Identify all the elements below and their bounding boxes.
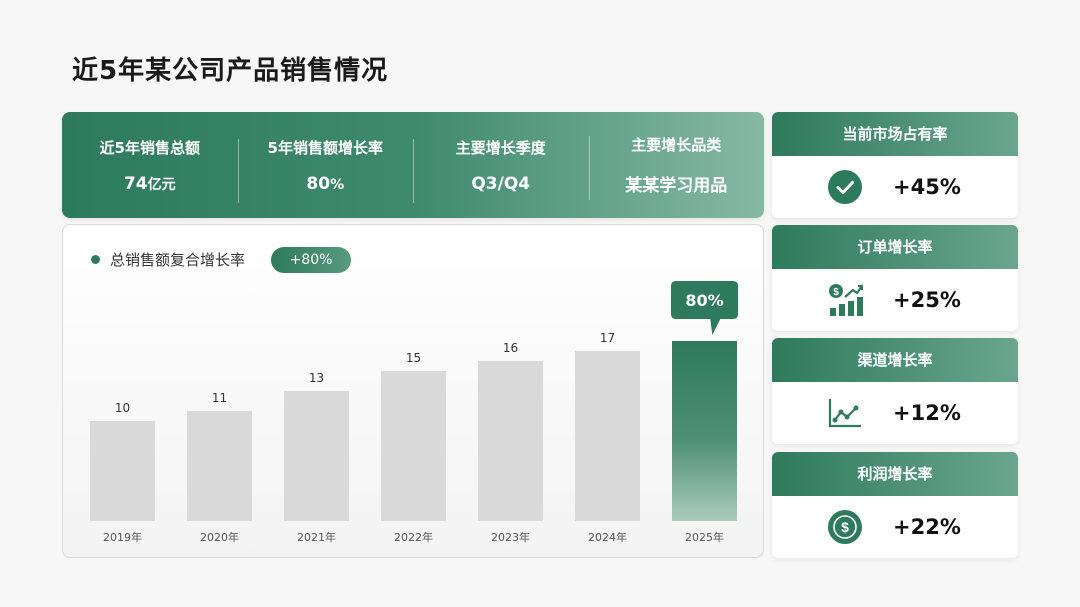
kpi-unit: 亿元	[147, 176, 176, 193]
dollar-coin-icon: $	[827, 509, 863, 545]
channel-growth-card: 渠道增长率 +12%	[772, 338, 1018, 444]
kpi-banner: 近5年销售总额 74亿元 5年销售额增长率 80% 主要增长季度 Q3/Q4 主…	[62, 112, 764, 218]
kpi-total-sales: 近5年销售总额 74亿元	[62, 137, 238, 194]
data-label: 11	[212, 391, 227, 405]
market-share-card: 当前市场占有率 +45%	[772, 112, 1018, 218]
kpi-main-category: 主要增长品类 某某学习用品	[588, 134, 765, 200]
x-tick-label: 2019年	[103, 530, 142, 544]
data-label: 16	[503, 341, 518, 355]
side-card-title: 当前市场占有率	[772, 112, 1018, 156]
bar	[478, 361, 543, 521]
kpi-main-quarter: 主要增长季度 Q3/Q4	[413, 137, 589, 203]
side-card-title: 渠道增长率	[772, 338, 1018, 382]
bar	[90, 421, 155, 521]
side-card-title: 利润增长率	[772, 452, 1018, 496]
legend-label: 总销售额复合增长率	[110, 251, 246, 269]
bar-chart-card: 10 2019年 11 2020年 13 2021年 15 2022年 16 2023年 17 202…	[62, 224, 764, 558]
svg-text:$: $	[841, 519, 849, 535]
legend-dot	[91, 255, 100, 264]
check-circle-icon	[827, 169, 863, 205]
callout-bubble	[671, 281, 738, 335]
bar	[284, 391, 349, 521]
profit-growth-card: 利润增长率 $ +22%	[772, 452, 1018, 558]
kpi-number: 80	[306, 173, 331, 194]
kpi-number: Q3/Q4	[471, 173, 531, 194]
kpi-growth-rate: 5年销售额增长率 80%	[237, 137, 414, 203]
side-card-value: +12%	[893, 401, 961, 425]
x-tick-label: 2023年	[491, 530, 530, 544]
bar	[381, 371, 446, 521]
data-label: 13	[309, 371, 324, 385]
x-tick-label: 2020年	[200, 530, 239, 544]
kpi-value: 某某学习用品	[589, 171, 765, 196]
kpi-number: 74	[123, 173, 148, 194]
x-tick-label: 2021年	[297, 530, 336, 544]
growth-rate-pill: +80%	[271, 247, 351, 273]
data-label: 17	[600, 331, 615, 345]
bar	[187, 411, 252, 521]
bar-highlight	[672, 341, 737, 521]
side-card-value: +25%	[893, 288, 961, 312]
line-trend-chart-icon	[827, 395, 863, 431]
page-title: 近5年某公司产品销售情况	[72, 56, 389, 86]
kpi-unit: %	[330, 176, 345, 193]
data-label: 10	[115, 401, 130, 415]
svg-text:$: $	[833, 287, 839, 298]
x-tick-label: 2022年	[394, 530, 433, 544]
kpi-label: 主要增长季度	[455, 138, 546, 157]
side-card-value: +45%	[893, 175, 961, 199]
kpi-value: 74亿元	[62, 174, 238, 194]
kpi-label: 近5年销售总额	[99, 138, 200, 157]
money-growth-chart-icon: $	[827, 282, 863, 318]
x-tick-label: 2025年	[685, 530, 724, 544]
chart-legend: 总销售额复合增长率	[91, 249, 245, 270]
callout-label: 80%	[685, 291, 723, 310]
bar	[575, 351, 640, 521]
kpi-value: 80%	[238, 174, 414, 194]
side-card-value: +22%	[893, 515, 961, 539]
order-growth-card: 订单增长率 $ +25%	[772, 225, 1018, 331]
kpi-label: 主要增长品类	[631, 136, 722, 154]
data-label: 15	[406, 351, 421, 365]
bar-chart: 10 2019年 11 2020年 13 2021年 15 2022年 16 2023年 17 202…	[90, 281, 738, 544]
kpi-label: 5年销售额增长率	[267, 138, 383, 157]
side-card-title: 订单增长率	[772, 225, 1018, 269]
kpi-number: 某某学习用品	[625, 176, 728, 196]
x-tick-label: 2024年	[588, 530, 627, 544]
kpi-value: Q3/Q4	[413, 174, 589, 194]
